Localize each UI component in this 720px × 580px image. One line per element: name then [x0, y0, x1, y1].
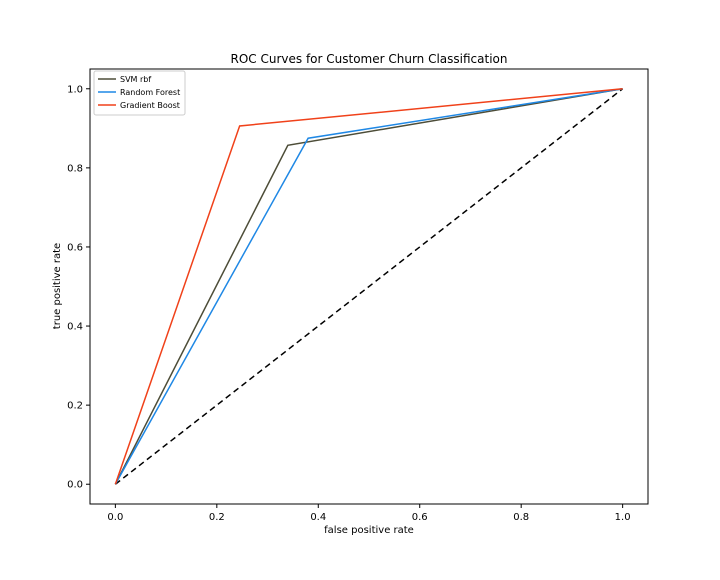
- x-tick-label: 0.6: [412, 512, 428, 523]
- reference-layer: [114, 88, 624, 485]
- x-tick-label: 0.8: [513, 512, 529, 523]
- chart-title: ROC Curves for Customer Churn Classifica…: [231, 52, 508, 66]
- legend: SVM rbf Random Forest Gradient Boost: [93, 70, 186, 116]
- series-line-random-forest: [114, 88, 623, 485]
- legend-label-gradient-boost: Gradient Boost: [120, 101, 180, 110]
- reference-diagonal-line: [114, 88, 624, 485]
- y-tick-label: 0.2: [67, 401, 83, 412]
- y-tick-label: 1.0: [67, 84, 83, 95]
- y-axis-label: true positive rate: [52, 243, 63, 329]
- legend-box: [93, 70, 186, 116]
- y-axis-ticks: 0.0 0.2 0.4 0.6 0.8 1.0: [67, 84, 90, 491]
- y-tick-label: 0.6: [67, 242, 83, 253]
- x-axis-ticks: 0.0 0.2 0.4 0.6 0.8 1.0: [107, 504, 631, 523]
- x-tick-label: 1.0: [615, 512, 631, 523]
- legend-label-random-forest: Random Forest: [120, 88, 180, 97]
- legend-label-svm-rbf: SVM rbf: [120, 75, 151, 84]
- series-line-svm-rbf: [114, 88, 623, 485]
- plot-frame: [89, 68, 649, 505]
- x-axis-label: false positive rate: [324, 525, 414, 536]
- x-tick-label: 0.4: [310, 512, 326, 523]
- plot-area: [89, 68, 649, 505]
- y-tick-label: 0.8: [67, 163, 83, 174]
- x-tick-label: 0.0: [107, 512, 123, 523]
- x-tick-label: 0.2: [209, 512, 225, 523]
- y-tick-label: 0.0: [67, 480, 83, 491]
- series-layer: [114, 88, 623, 485]
- y-tick-label: 0.4: [67, 322, 83, 333]
- series-line-gradient-boost: [114, 88, 623, 485]
- legend-items: SVM rbf Random Forest Gradient Boost: [98, 75, 180, 110]
